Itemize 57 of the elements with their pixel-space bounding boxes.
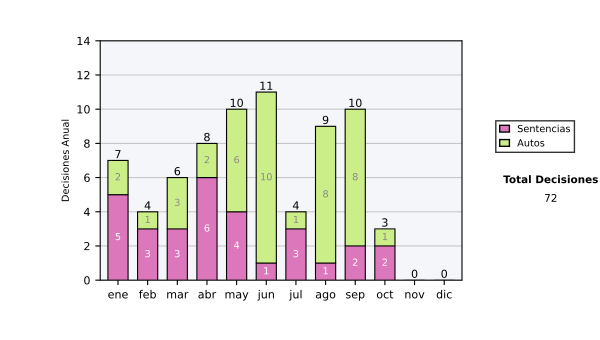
data-label: 2 <box>382 258 388 266</box>
x-tick-label: oct <box>376 290 394 298</box>
data-label: 5 <box>116 233 120 240</box>
text: Total Decisiones <box>503 175 598 184</box>
data-label: 1 <box>382 233 388 240</box>
total-label: 7 <box>115 150 121 158</box>
total-label: 8 <box>204 132 210 142</box>
total-label: 6 <box>174 167 180 176</box>
text: 72 <box>545 194 556 202</box>
data-label: 8 <box>323 190 328 198</box>
total-label: 10 <box>349 98 362 108</box>
x-tick-label: sep <box>346 292 364 301</box>
total-label: 4 <box>144 201 151 210</box>
x-tick-label: jun <box>257 290 274 301</box>
data-label: 2 <box>204 156 210 164</box>
y-tick-label: 10 <box>78 105 90 114</box>
total-label: 0 <box>412 270 418 278</box>
x-tick-label: may <box>226 292 248 301</box>
data-label: 3 <box>174 198 180 206</box>
x-tick-label: ene <box>108 292 128 298</box>
data-label: 4 <box>234 242 240 249</box>
y-tick-label: 0 <box>84 276 90 285</box>
x-tick-label: jul <box>289 290 302 301</box>
data-label: 3 <box>294 250 298 258</box>
data-label: 10 <box>261 173 272 180</box>
total-label: 3 <box>382 218 388 227</box>
x-tick-label: abr <box>198 290 216 298</box>
x-tick-label: ago <box>316 292 336 301</box>
y-tick-label: 4 <box>84 208 90 216</box>
total-label: 4 <box>292 201 299 210</box>
x-tick-label: feb <box>139 290 156 298</box>
y-tick-label: 14 <box>78 36 90 46</box>
data-label: 2 <box>116 173 120 180</box>
data-label: 1 <box>324 267 328 274</box>
y-axis-title: Decisiones Anual <box>61 120 69 202</box>
y-tick-label: 6 <box>84 174 90 182</box>
data-label: 1 <box>294 216 298 224</box>
data-label: 3 <box>145 250 150 258</box>
x-tick-label: dic <box>436 290 452 298</box>
data-label: 2 <box>352 258 358 266</box>
data-label: 1 <box>264 267 268 274</box>
total-label: 11 <box>260 82 272 90</box>
total-label: 0 <box>441 270 448 278</box>
total-label: 10 <box>230 98 243 108</box>
data-label: 8 <box>352 173 358 180</box>
data-label: 6 <box>204 224 210 232</box>
y-tick-label: 2 <box>84 242 90 250</box>
total-label: 9 <box>322 116 328 124</box>
x-tick-label: mar <box>167 292 188 298</box>
data-label: 6 <box>234 156 240 164</box>
data-label: 3 <box>174 250 180 258</box>
legend-label: Autos <box>517 139 544 146</box>
y-tick-label: 8 <box>84 139 90 148</box>
y-tick-label: 12 <box>78 70 90 80</box>
data-label: 1 <box>146 216 150 224</box>
x-tick-label: nov <box>405 292 424 298</box>
legend-label: Sentencias <box>518 124 570 132</box>
